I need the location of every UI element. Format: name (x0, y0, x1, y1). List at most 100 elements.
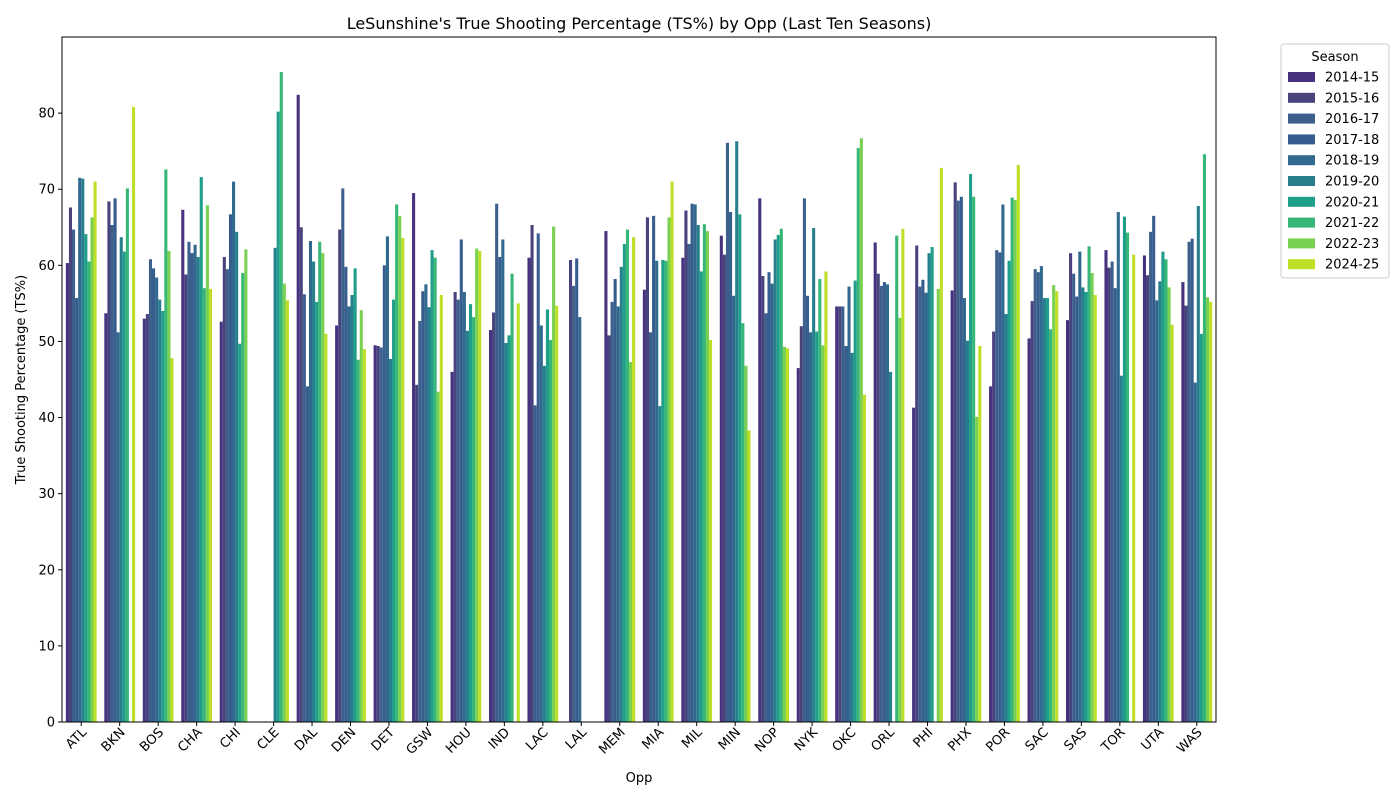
legend-title: Season (1311, 50, 1358, 65)
y-tick-label: 80 (38, 107, 55, 122)
bar-nop-2020-21 (776, 234, 780, 722)
x-tick-label: OKC (830, 725, 860, 755)
bar-mem-2015-16 (607, 335, 611, 722)
y-tick-label: 10 (38, 639, 55, 654)
bar-chi-2016-17 (225, 269, 229, 722)
bar-orl-2019-20 (889, 371, 893, 722)
bar-cle-2021-22 (279, 72, 283, 722)
bar-cha-2024-25 (208, 288, 213, 722)
bar-phx-2016-17 (956, 200, 960, 722)
bar-mem-2014-15 (604, 231, 608, 722)
bar-mia-2020-21 (661, 260, 665, 722)
bar-orl-2021-22 (895, 235, 899, 722)
bar-atl-2018-19 (78, 177, 82, 722)
bar-mia-2018-19 (655, 260, 659, 722)
x-tick-label: CHI (217, 725, 244, 752)
bar-ind-2018-19 (501, 239, 505, 722)
x-tick-label: LAL (563, 725, 591, 753)
bar-chi-2015-16 (222, 256, 226, 722)
bar-mem-2016-17 (610, 301, 614, 722)
bar-gsw-2015-16 (415, 384, 419, 722)
bar-bkn-2024-25 (132, 107, 136, 722)
bar-min-2016-17 (725, 142, 730, 723)
y-axis: 0 10 20 30 40 50 60 70 80 (38, 107, 62, 731)
bar-dal-2015-16 (299, 227, 303, 722)
bar-dal-2021-22 (318, 241, 322, 723)
bar-hou-2022-23 (475, 248, 479, 722)
bar-chi-2020-21 (238, 343, 242, 722)
bar-uta-2014-15 (1142, 255, 1146, 722)
bar-dal-2014-15 (296, 94, 300, 723)
bar-cha-2016-17 (187, 241, 191, 723)
bar-dal-2022-23 (321, 253, 325, 722)
bar-sac-2015-16 (1030, 301, 1034, 722)
legend-swatch (1288, 176, 1315, 186)
bar-sac-2017-18 (1036, 272, 1040, 722)
bar-dal-2018-19 (308, 240, 313, 723)
bar-det-2016-17 (379, 347, 383, 722)
bar-bkn-2016-17 (110, 224, 114, 723)
bar-min-2015-16 (722, 254, 726, 722)
bar-hou-2024-25 (478, 250, 482, 722)
bar-den-2024-25 (362, 349, 366, 722)
bar-sas-2018-19 (1078, 251, 1082, 722)
bar-mia-2014-15 (642, 289, 646, 722)
bar-gsw-2018-19 (424, 284, 428, 722)
bar-nyk-2016-17 (802, 198, 806, 723)
bar-nyk-2014-15 (796, 368, 800, 722)
bar-phi-2020-21 (930, 247, 934, 722)
legend-label: 2017-18 (1325, 133, 1379, 148)
bar-min-2014-15 (719, 235, 723, 722)
bar-bos-2014-15 (142, 318, 146, 722)
bar-det-2014-15 (373, 345, 377, 722)
bar-cle-2022-23 (282, 283, 286, 722)
bar-hou-2020-21 (468, 304, 473, 722)
bar-nyk-2017-18 (805, 295, 810, 722)
x-tick-label: NOP (752, 725, 782, 755)
bar-bkn-2019-20 (119, 237, 123, 723)
bar-den-2021-22 (356, 359, 360, 722)
x-tick-label: SAS (1061, 725, 1090, 754)
bar-okc-2016-17 (841, 306, 845, 722)
bar-hou-2014-15 (450, 371, 454, 722)
bar-ind-2016-17 (495, 203, 499, 722)
bar-bos-2017-18 (152, 268, 156, 722)
bar-okc-2021-22 (856, 148, 860, 722)
bar-was-2024-25 (1209, 301, 1213, 722)
bar-nyk-2020-21 (815, 331, 819, 722)
bar-atl-2020-21 (84, 234, 88, 722)
x-tick-label: WAS (1174, 725, 1205, 756)
bar-hou-2017-18 (459, 239, 463, 722)
legend-label: 2021-22 (1325, 216, 1379, 231)
bar-cle-2019-20 (273, 247, 277, 722)
legend-label: 2014-15 (1325, 71, 1379, 86)
bar-phx-2022-23 (975, 416, 979, 722)
x-axis-label: Opp (626, 771, 653, 786)
bar-tor-2014-15 (1104, 250, 1108, 723)
bar-por-2014-15 (989, 386, 993, 722)
bar-dal-2020-21 (315, 301, 319, 722)
bar-was-2020-21 (1199, 333, 1203, 722)
bar-mia-2024-25 (670, 181, 674, 723)
x-tick-label: MEM (596, 725, 628, 757)
bar-bkn-2015-16 (107, 201, 111, 722)
bar-bkn-2014-15 (104, 313, 108, 722)
bar-gsw-2019-20 (427, 307, 431, 722)
bar-phi-2024-25 (939, 167, 943, 722)
bar-phx-2024-25 (978, 346, 982, 722)
bar-phx-2014-15 (950, 290, 954, 722)
bar-bos-2018-19 (155, 277, 159, 722)
bar-hou-2015-16 (453, 291, 457, 722)
bar-sas-2014-15 (1065, 320, 1070, 722)
bar-sac-2024-25 (1055, 291, 1059, 722)
x-tick-label: BOS (137, 725, 167, 755)
bar-atl-2014-15 (65, 263, 69, 722)
bar-atl-2019-20 (81, 178, 85, 722)
bar-chi-2019-20 (235, 231, 239, 722)
bar-dal-2019-20 (312, 261, 316, 722)
y-tick-label: 0 (47, 716, 55, 731)
bar-mil-2017-18 (690, 203, 694, 722)
legend-swatch (1288, 72, 1315, 82)
legend-swatch (1288, 92, 1315, 103)
y-tick-label: 20 (38, 563, 55, 578)
